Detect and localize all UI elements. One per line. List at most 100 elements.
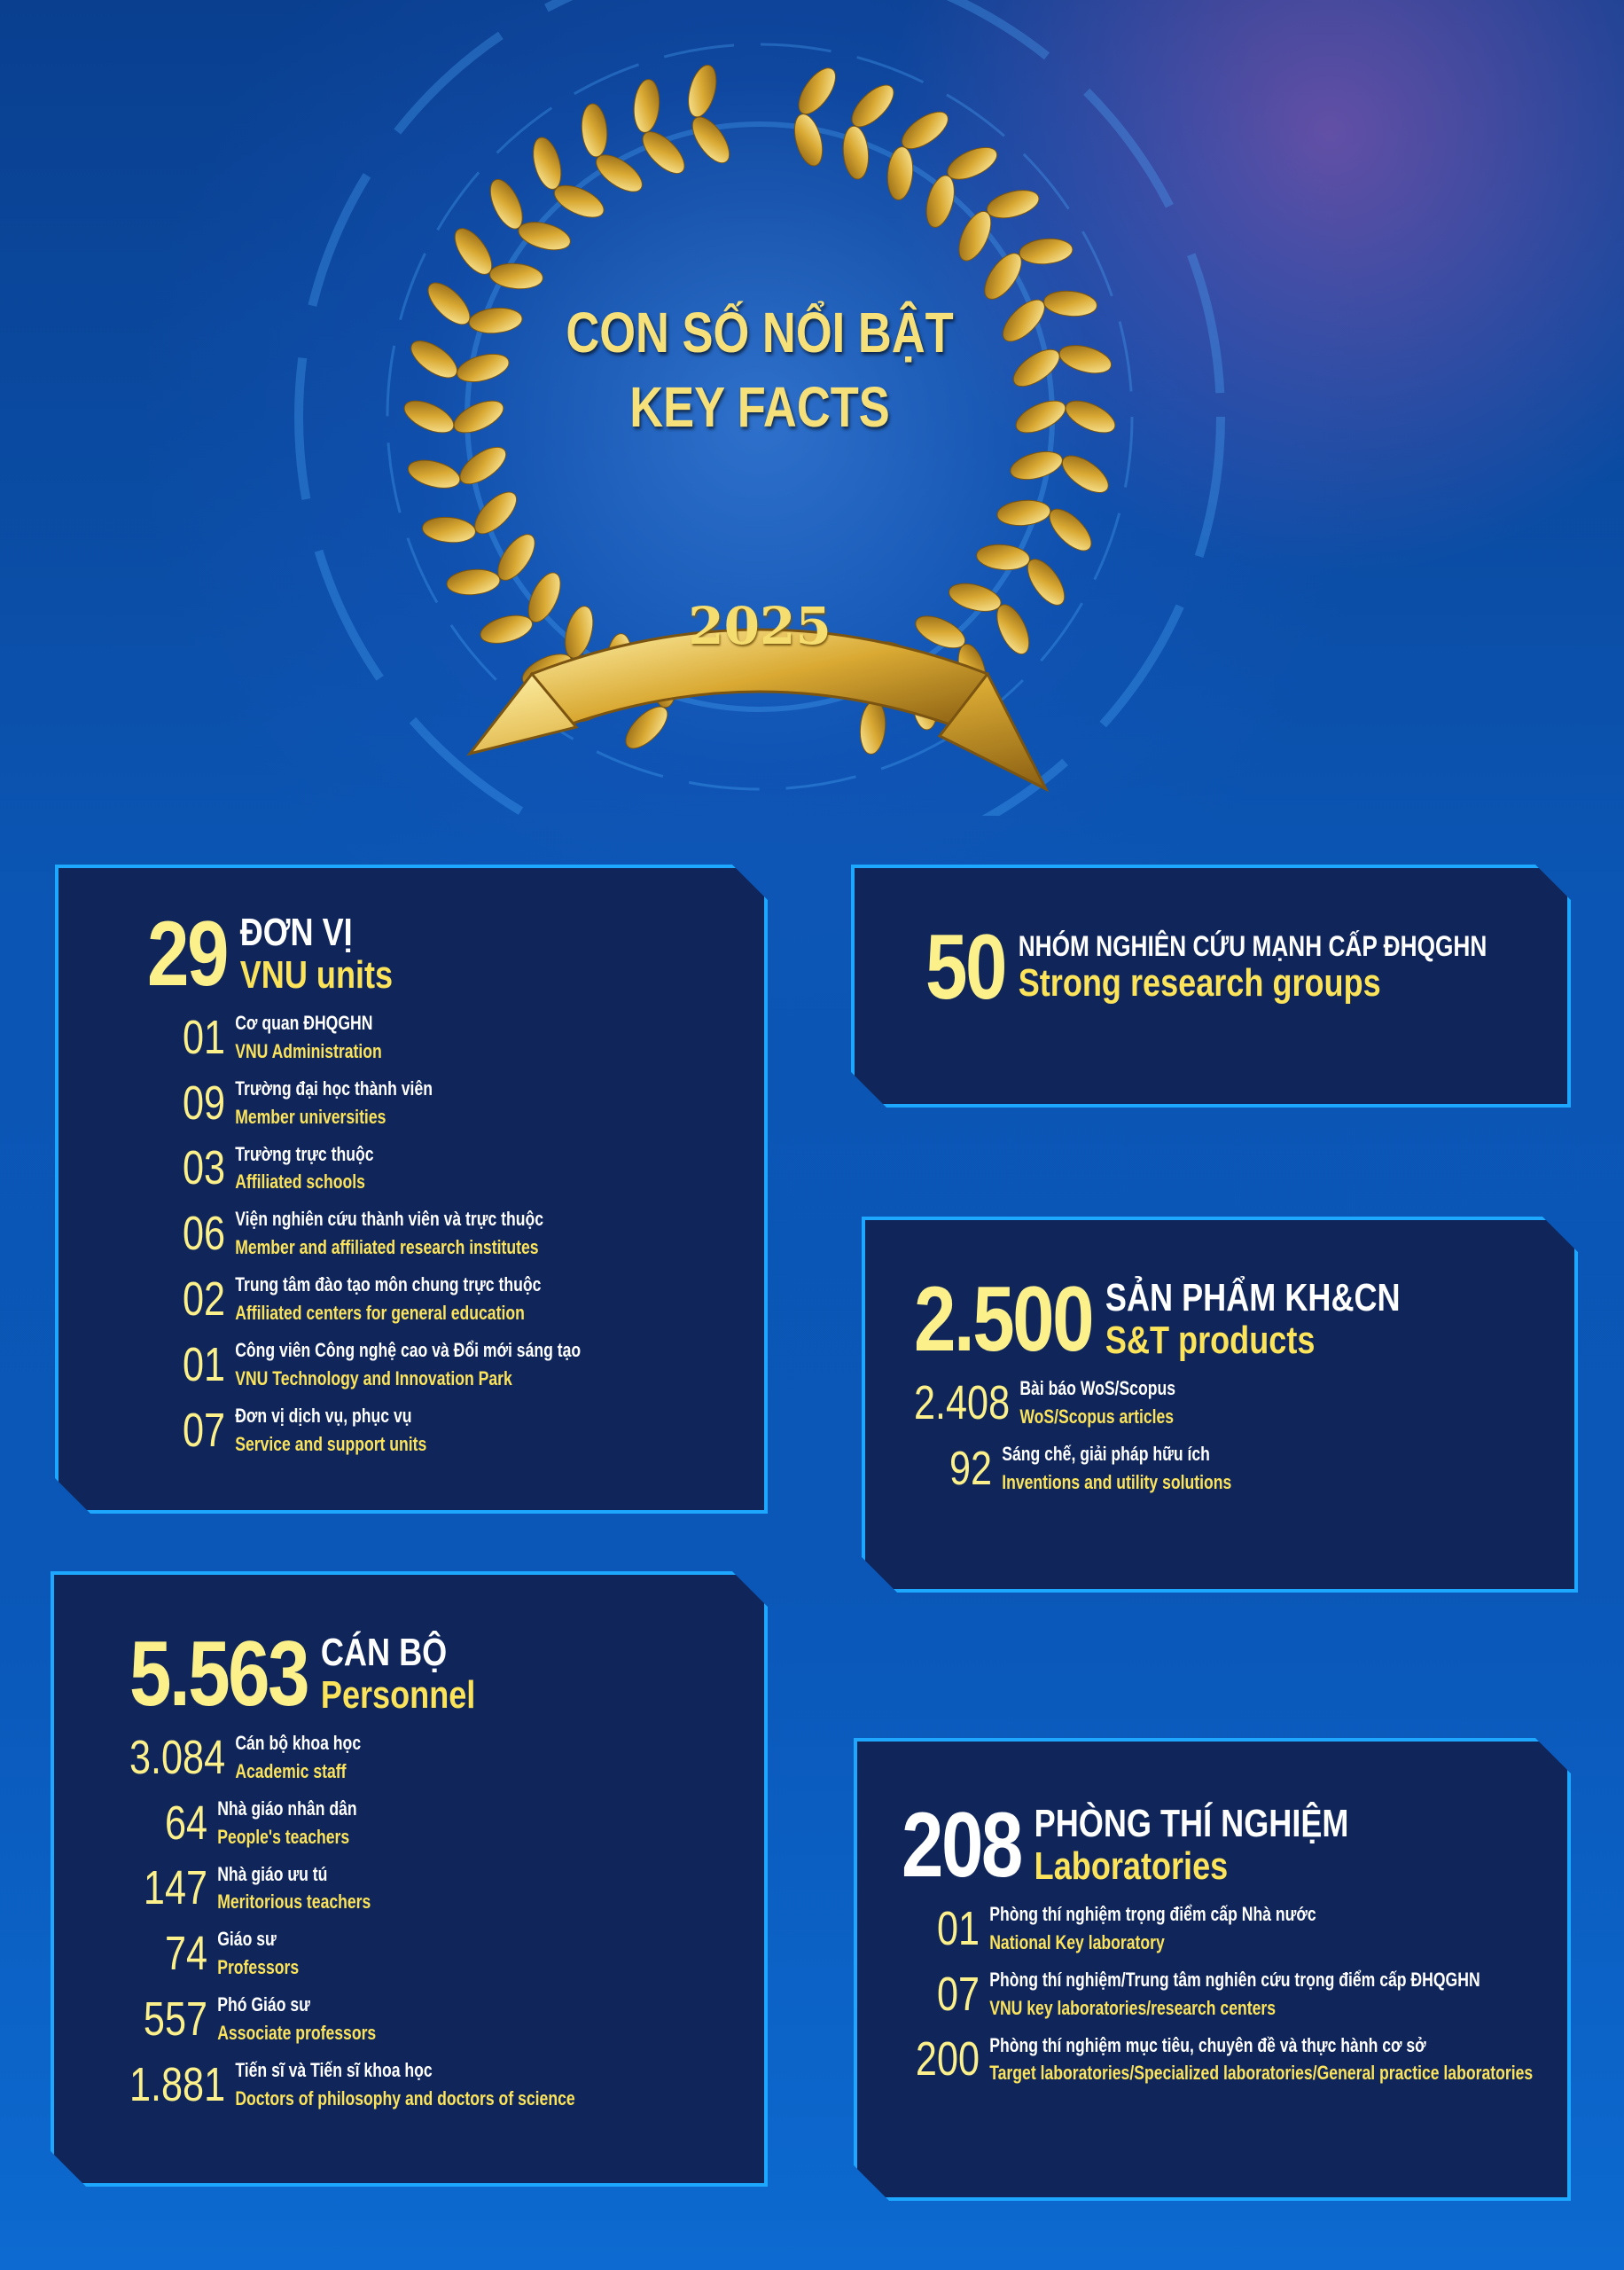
item-labels: Trường đại học thành viên Member universi… <box>235 1075 433 1131</box>
item-label-vi: Phòng thí nghiệm/Trung tâm nghiên cứu tr… <box>989 1968 1480 1991</box>
leaf <box>987 190 1040 219</box>
fact-item: 200 Phòng thí nghiệm mục tiêu, chuyên đề … <box>902 2031 1434 2088</box>
leaf <box>518 222 571 251</box>
item-number: 557 <box>143 1992 207 2047</box>
item-label-vi: Phó Giáo sư <box>217 1993 310 2016</box>
item-labels: Công viên Công nghệ cao và Đổi mới sáng … <box>235 1336 581 1393</box>
item-label-vi: Phòng thí nghiệm mục tiêu, chuyên đề và … <box>989 2033 1426 2056</box>
leaf <box>851 84 894 128</box>
leaf <box>947 146 998 180</box>
label-vi: PHÒNG THÍ NGHIỆM <box>1034 1802 1349 1846</box>
leaf <box>859 701 886 755</box>
leaf <box>446 568 501 596</box>
item-label-en: National Key laboratory <box>989 1930 1165 1953</box>
fact-item: 06 Viện nghiên cứu thành viên và trực thu… <box>147 1205 641 1262</box>
leaf <box>625 706 668 749</box>
item-label-en: Member and affiliated research institute… <box>235 1236 539 1259</box>
item-label-vi: Sáng chế, giải pháp hữu ích <box>1002 1442 1210 1465</box>
leaf <box>984 253 1022 300</box>
leaf <box>633 79 660 133</box>
fact-panel: 29 ĐƠN VỊ VNU units 01 Cơ quan ĐHQGHN VNU Adm… <box>55 865 768 1514</box>
label-vi: ĐƠN VỊ <box>239 911 353 955</box>
item-labels: Phòng thí nghiệm trọng điểm cấp Nhà nước… <box>989 1900 1316 1957</box>
leaf <box>527 572 561 623</box>
leaf <box>403 400 455 434</box>
wreath <box>294 0 1225 816</box>
item-labels: Phòng thí nghiệm/Trung tâm nghiên cứu tr… <box>989 1966 1480 2023</box>
panel-heading: 5.563 CÁN BỘ Personnel <box>129 1628 650 1720</box>
leaf <box>474 491 518 535</box>
item-labels: Tiến sĩ và Tiến sĩ khoa học Doctors of ph… <box>235 2056 574 2113</box>
item-number: 06 <box>182 1207 225 1261</box>
item-number: 74 <box>164 1927 207 1981</box>
leaf <box>533 137 562 190</box>
label-vi: CÁN BỘ <box>320 1631 448 1675</box>
item-number: 02 <box>182 1272 225 1327</box>
leaf <box>581 103 608 158</box>
fact-item: 02 Trung tâm đào tạo môn chung trực thuộc… <box>147 1271 641 1327</box>
leaf <box>1043 290 1097 317</box>
leaf <box>565 606 594 659</box>
item-label-vi: Trường đại học thành viên <box>235 1076 433 1100</box>
item-label-vi: Nhà giáo ưu tú <box>217 1862 328 1885</box>
item-label-en: Associate professors <box>217 2022 377 2045</box>
item-label-en: Academic staff <box>235 1759 347 1782</box>
item-labels: Cán bộ khoa học Academic staff <box>235 1729 361 1786</box>
item-label-vi: Công viên Công nghệ cao và Đổi mới sáng … <box>235 1338 582 1361</box>
panel-labels: CÁN BỘ Personnel <box>321 1632 475 1716</box>
item-label-vi: Viện nghiên cứu thành viên và trực thuộc <box>235 1208 544 1231</box>
panel-heading: 2.500 SẢN PHẨM KH&CN S&T products <box>914 1273 1456 1366</box>
item-number: 03 <box>182 1141 225 1195</box>
leaf <box>915 615 966 649</box>
item-label-en: VNU key laboratories/research centers <box>989 1996 1277 2019</box>
fact-item: 74 Giáo sư Professors <box>129 1925 637 1982</box>
leaf <box>553 184 605 218</box>
label-vi: NHÓM NGHIÊN CỨU MẠNH CẤP ĐHQGHN <box>1018 929 1487 962</box>
leaf <box>1049 508 1092 552</box>
item-label-vi: Nhà giáo nhân dân <box>217 1796 357 1820</box>
panel-labels: SẢN PHẨM KH&CN S&T products <box>1105 1277 1401 1361</box>
leaf <box>1061 455 1109 493</box>
item-number: 01 <box>182 1010 225 1064</box>
fact-item: 01 Phòng thí nghiệm trọng điểm cấp Nhà nư… <box>902 1900 1434 1957</box>
panel-number: 29 <box>147 903 227 1006</box>
label-en: Strong research groups <box>1018 960 1381 1005</box>
item-labels: Phòng thí nghiệm mục tiêu, chuyên đề và … <box>989 2031 1533 2088</box>
fact-item: 07 Phòng thí nghiệm/Trung tâm nghiên cứu … <box>902 1966 1434 2023</box>
leaf <box>798 67 836 115</box>
item-label-vi: Đơn vị dịch vụ, phục vụ <box>235 1404 412 1427</box>
item-label-vi: Tiến sĩ và Tiến sĩ khoa học <box>235 2058 433 2081</box>
panel-heading: 208 PHÒNG THÍ NGHIỆM Laboratories <box>902 1799 1448 1891</box>
leaf <box>793 114 824 167</box>
item-number: 07 <box>182 1403 225 1457</box>
item-labels: Nhà giáo ưu tú Meritorious teachers <box>217 1860 371 1917</box>
leaf <box>489 262 543 290</box>
item-labels: Sáng chế, giải pháp hữu ích Inventions an… <box>1002 1440 1231 1497</box>
panel-labels: PHÒNG THÍ NGHIỆM Laboratories <box>1035 1803 1349 1887</box>
fact-item: 1.881 Tiến sĩ và Tiến sĩ khoa học Doctors … <box>129 2056 637 2113</box>
item-label-en: Professors <box>217 1956 300 1979</box>
year: 2025 <box>688 596 832 656</box>
item-labels: Cơ quan ĐHQGHN VNU Administration <box>235 1009 382 1066</box>
item-number: 1.881 <box>129 2057 226 2111</box>
leaf <box>407 459 461 489</box>
ribbon-tails <box>466 671 1050 793</box>
fact-item: 3.084 Cán bộ khoa học Academic staff <box>129 1729 637 1786</box>
leaf <box>688 64 717 118</box>
item-label-vi: Trung tâm đào tạo môn chung trực thuộc <box>235 1273 542 1296</box>
item-label-en: WoS/Scopus articles <box>1019 1405 1175 1428</box>
fact-item: 147 Nhà giáo ưu tú Meritorious teachers <box>129 1860 637 1917</box>
item-label-vi: Cán bộ khoa học <box>235 1732 362 1754</box>
fact-item: 07 Đơn vị dịch vụ, phục vụ Service and sup… <box>147 1402 641 1459</box>
item-number: 3.084 <box>129 1730 226 1784</box>
item-label-en: Inventions and utility solutions <box>1002 1470 1232 1493</box>
title-vi: CON SỐ NỔI BẬT <box>566 301 954 364</box>
leaf <box>497 534 535 581</box>
item-number: 64 <box>164 1796 207 1850</box>
fact-item: 92 Sáng chế, giải pháp hữu ích Inventions … <box>914 1440 1442 1497</box>
panel-heading: 29 ĐƠN VỊ VNU units <box>147 908 653 1000</box>
fact-item: 03 Trường trực thuộc Affiliated schools <box>147 1140 641 1197</box>
item-label-vi: Giáo sư <box>217 1928 277 1951</box>
label-en: VNU units <box>239 953 394 997</box>
